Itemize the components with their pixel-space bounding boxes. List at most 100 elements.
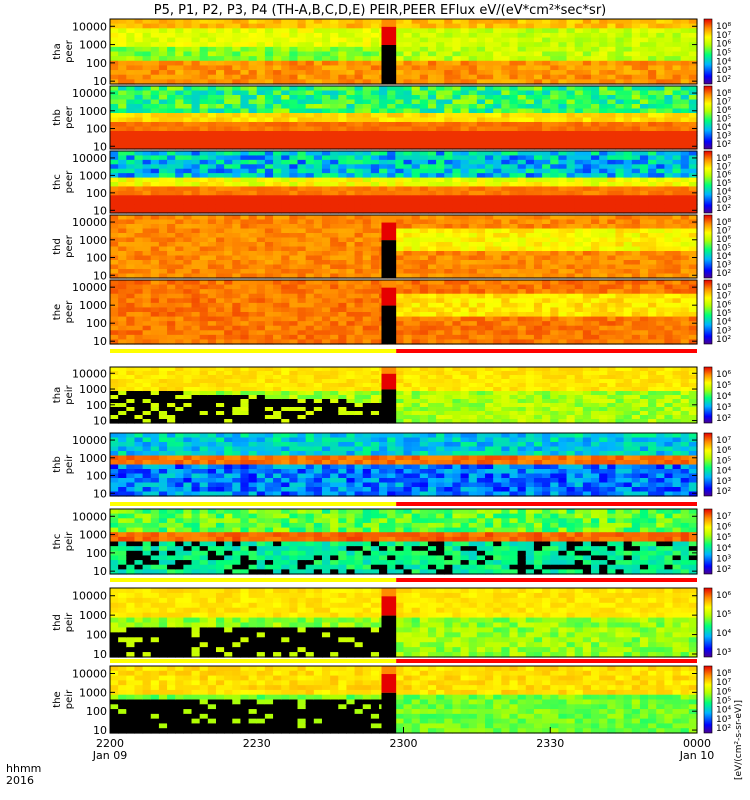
heatmap-cell [656, 204, 665, 210]
heatmap-cell [460, 316, 470, 322]
heatmap-cell [623, 140, 633, 146]
heatmap-cell [419, 264, 429, 270]
heatmap-cell [476, 246, 486, 252]
heatmap-cell [411, 173, 421, 179]
heatmap-cell [264, 215, 274, 221]
heatmap-cell [452, 237, 462, 243]
heatmap-cell [607, 208, 617, 214]
heatmap-cell [362, 32, 372, 39]
heatmap-cell [207, 168, 217, 174]
heatmap-cell [191, 273, 201, 279]
heatmap-cell [468, 334, 478, 341]
heatmap-cell [485, 60, 494, 67]
heatmap-cell [460, 186, 470, 192]
heatmap-cell [150, 108, 160, 114]
heatmap-cell [142, 144, 152, 150]
heatmap-cell [485, 104, 494, 110]
heatmap-cell [199, 51, 209, 57]
heatmap-cell [452, 255, 462, 261]
heatmap-cell [436, 131, 445, 137]
heatmap-cell [330, 215, 339, 221]
heatmap-cell [224, 131, 233, 137]
heatmap-cell [370, 237, 380, 243]
heatmap-cell [615, 19, 625, 25]
heatmap-cell [395, 159, 405, 165]
heatmap-cell [256, 90, 266, 96]
heatmap-cell [273, 56, 282, 62]
heatmap-cell [476, 99, 486, 105]
heatmap-cell [256, 104, 266, 110]
heatmap-cell [321, 334, 331, 341]
heatmap-cell [118, 135, 127, 141]
heatmap-cell [533, 339, 543, 345]
heatmap-cell [648, 159, 657, 165]
heatmap-cell [403, 302, 413, 309]
heatmap-cell [240, 117, 250, 123]
heatmap-cell [656, 126, 665, 132]
heatmap-cell [525, 325, 535, 331]
heatmap-cell [199, 264, 209, 270]
heatmap-cell [436, 293, 445, 299]
heatmap-cell [379, 164, 388, 170]
heatmap-cell [338, 269, 348, 275]
heatmap-cell [444, 219, 454, 225]
heatmap-cell [183, 79, 193, 85]
heatmap-cell [395, 264, 405, 270]
heatmap-cell [167, 60, 176, 67]
heatmap-cell [558, 215, 568, 221]
heatmap-cell [395, 273, 405, 279]
heatmap-cell [207, 237, 217, 243]
heatmap-cell [639, 37, 649, 43]
heatmap-cell [607, 280, 617, 286]
heatmap-cell [419, 284, 429, 290]
heatmap-cell [582, 302, 592, 309]
data-gap [381, 240, 397, 278]
heatmap-cell [411, 155, 421, 161]
heatmap-cell [607, 164, 617, 170]
heatmap-cell [248, 122, 258, 128]
heatmap-cell [550, 280, 559, 286]
heatmap-cell [199, 95, 209, 101]
heatmap-cell [232, 42, 242, 48]
heatmap-cell [444, 155, 454, 161]
heatmap-cell [354, 65, 364, 71]
heatmap-cell [215, 204, 225, 210]
heatmap-cell [321, 233, 331, 239]
heatmap-cell [452, 155, 462, 161]
heatmap-cell [582, 233, 592, 239]
heatmap-cell [330, 65, 339, 71]
heatmap-cell [256, 251, 266, 257]
heatmap-cell [224, 242, 233, 248]
heatmap-cell [631, 51, 641, 57]
heatmap-cell [110, 95, 119, 101]
heatmap-cell [517, 264, 527, 270]
heatmap-cell [224, 168, 233, 174]
heatmap-cell [582, 108, 592, 114]
heatmap-cell [240, 316, 250, 322]
heatmap-cell [126, 289, 136, 295]
heatmap-cell [591, 155, 600, 161]
heatmap-cell [452, 233, 462, 239]
heatmap-cell [354, 190, 364, 196]
heatmap-cell [517, 190, 527, 196]
heatmap-cell [191, 90, 201, 96]
heatmap-cell [485, 228, 494, 234]
heatmap-cell [281, 23, 290, 29]
heatmap-cell [264, 325, 274, 331]
heatmap-cell [264, 74, 274, 80]
heatmap-cell [631, 108, 641, 114]
heatmap-cell [533, 215, 543, 221]
heatmap-cell [256, 32, 266, 39]
heatmap-cell [599, 251, 608, 257]
heatmap-cell [419, 19, 429, 25]
heatmap-cell [248, 164, 258, 170]
heatmap-cell [338, 325, 348, 331]
heatmap-cell [558, 208, 568, 214]
heatmap-cell [542, 273, 551, 279]
heatmap-cell [248, 312, 258, 318]
heatmap-cell [191, 339, 201, 345]
heatmap-cell [289, 186, 299, 192]
heatmap-cell [476, 182, 486, 188]
heatmap-cell [639, 177, 649, 183]
heatmap-cell [281, 237, 290, 243]
